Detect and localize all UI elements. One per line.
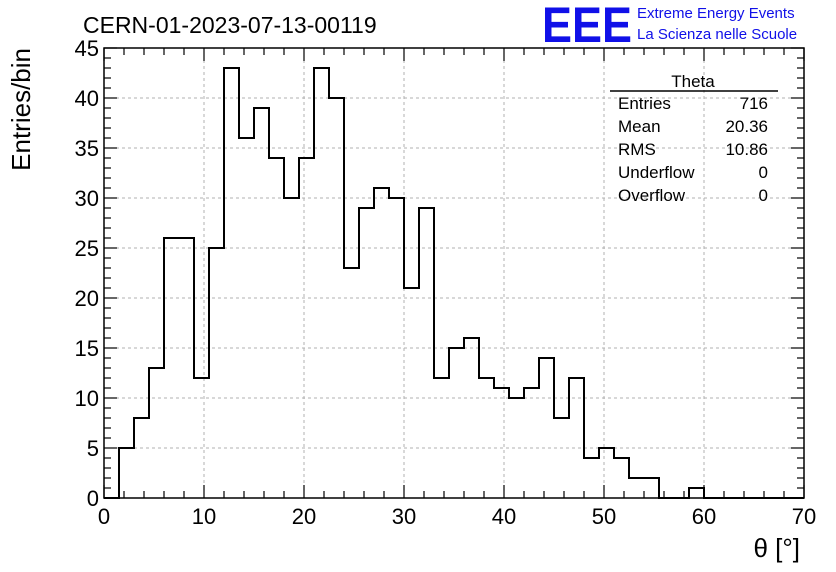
x-tick-label: 40 [492,504,516,529]
stats-label: Mean [618,117,661,136]
logo-line-2: La Scienza nelle Scuole [637,26,797,43]
histogram-bin [209,248,224,498]
histogram-bin [224,68,239,498]
histogram-bin [269,158,284,498]
histogram-bin [509,398,524,498]
histogram-bin [449,348,464,498]
x-tick-label: 0 [98,504,110,529]
stats-value: 10.86 [725,140,768,159]
y-tick-label: 5 [87,436,99,461]
histogram-bin [359,208,374,498]
y-tick-label: 10 [75,386,99,411]
y-tick-label: 15 [75,336,99,361]
axis-ticks [103,47,805,499]
histogram-bin [239,138,254,498]
x-axis-label: θ [°] [753,533,800,563]
histogram-bin [179,238,194,498]
x-tick-label: 20 [292,504,316,529]
y-tick-labels: 0 5 10 15 20 25 30 35 40 45 [75,36,99,511]
histogram-bin [494,388,509,498]
y-axis-label: Entries/bin [6,48,36,171]
histogram-bin [119,448,134,498]
histogram-bin [524,388,539,498]
histogram-bin [539,358,554,498]
histogram-bin [284,198,299,498]
stats-label: RMS [618,140,656,159]
eee-logo-mark: EEE [542,0,632,53]
x-tick-label: 30 [392,504,416,529]
histogram-bin [464,338,479,498]
stats-value: 0 [759,163,768,182]
y-tick-label: 25 [75,236,99,261]
stats-value: 0 [759,186,768,205]
x-tick-label: 10 [192,504,216,529]
histogram-bin [164,238,179,498]
histogram-outline [104,67,804,499]
histogram-bars [104,67,804,499]
y-tick-label: 0 [87,486,99,511]
y-tick-label: 20 [75,286,99,311]
stats-label: Underflow [618,163,695,182]
histogram-bin [404,288,419,498]
histogram-bin [599,448,614,498]
chart-title: CERN-01-2023-07-13-00119 [83,12,377,38]
x-tick-labels: 0 10 20 30 40 50 60 70 [98,504,816,529]
histogram-bin [644,478,659,498]
y-tick-label: 35 [75,136,99,161]
histogram-bin [629,478,644,498]
histogram-bin [149,368,164,498]
histogram-bin [134,418,149,498]
plot-frame [103,47,805,499]
histogram-bin [389,198,404,498]
y-tick-label: 30 [75,186,99,211]
histogram-bin [554,418,569,498]
histogram-bin [194,378,209,498]
y-tick-label: 45 [75,36,99,61]
stats-rows: Entries 716 Mean 20.36 RMS 10.86 Underflow 0 Ove… [618,94,768,205]
histogram-bin [434,378,449,498]
histogram-bin [329,98,344,498]
histogram-bin [254,108,269,498]
x-tick-label: 70 [792,504,816,529]
x-tick-label: 50 [592,504,616,529]
y-tick-label: 40 [75,86,99,111]
histogram-bin [584,458,599,498]
x-tick-label: 60 [692,504,716,529]
stats-label: Overflow [618,186,686,205]
histogram-bin [419,208,434,498]
eee-logo: EEE Extreme Energy Events La Scienza nel… [542,0,797,53]
histogram-bin [479,378,494,498]
stats-box: Theta Entries 716 Mean 20.36 RMS 10.86 Underfl… [610,72,778,205]
stats-label: Entries [618,94,671,113]
histogram-bin [569,378,584,498]
histogram-bin [374,188,389,498]
histogram-bin [299,158,314,498]
logo-line-1: Extreme Energy Events [637,5,795,22]
stats-name: Theta [671,72,715,91]
stats-value: 20.36 [725,117,768,136]
histogram-bin [614,458,629,498]
histogram-bin [314,68,329,498]
histogram-bin [344,268,359,498]
histogram-bin [689,488,704,498]
stats-value: 716 [740,94,768,113]
